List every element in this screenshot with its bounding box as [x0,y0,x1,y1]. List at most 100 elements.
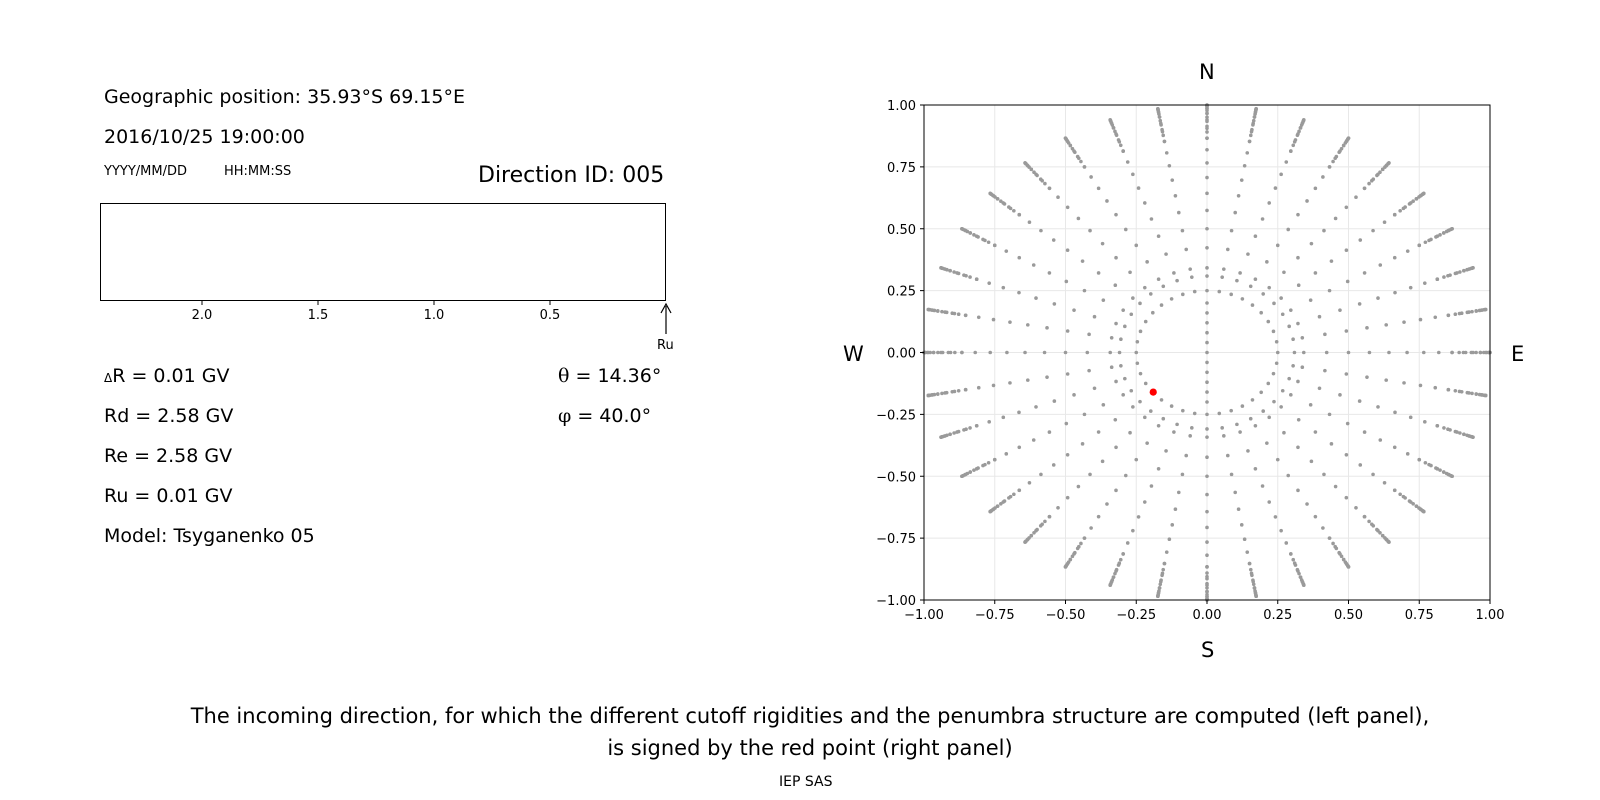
grid-point [956,312,961,317]
grid-point [1478,350,1483,355]
grid-point [1323,368,1327,373]
grid-point [1274,361,1279,366]
grid-point [1134,350,1139,355]
phi-value: φ = 40.0° [558,405,651,427]
grid-point [1344,495,1349,500]
grid-point [1378,170,1382,174]
grid-point [1205,111,1209,116]
grid-point [1248,416,1253,421]
grid-point [1291,363,1295,368]
grid-point [1080,259,1085,263]
grid-point [968,426,972,430]
grid-point [1459,389,1464,394]
grid-point [1300,336,1305,340]
grid-point [1222,267,1226,271]
y-tick-label: −0.50 [876,470,916,485]
grid-point [1291,143,1296,148]
grid-point [1393,410,1397,415]
time-format-label: HH:MM:SS [224,164,292,179]
compass-west: W [843,342,864,366]
grid-point [1362,271,1367,275]
grid-point [1131,405,1135,409]
grid-point [1205,565,1209,569]
grid-point [1034,296,1038,300]
grid-point [976,466,980,470]
grid-point [1017,255,1022,260]
grid-point [968,275,972,279]
grid-point [1248,284,1253,289]
grid-point [1172,271,1176,275]
grid-point [1082,412,1087,417]
grid-point [1188,267,1192,271]
grid-point [1271,371,1276,376]
grid-point [1169,404,1174,408]
grid-point [1403,496,1407,500]
grid-point [1205,321,1209,325]
grid-point [1450,226,1454,231]
grid-point [1233,210,1238,215]
grid-point [1100,459,1105,464]
datetime: 2016/10/25 19:00:00 [104,126,305,148]
grid-point [1217,289,1222,294]
x-tick-label: 0.25 [1263,608,1292,623]
grid-point [1291,557,1296,562]
grid-point [1296,379,1300,384]
grid-point [1251,578,1255,582]
grid-point [950,311,955,316]
grid-point [1421,509,1426,514]
grid-point [1266,319,1271,324]
grid-point [1338,308,1342,312]
grid-point [1205,589,1209,594]
grid-point [1346,350,1351,355]
grid-point [1345,279,1350,284]
grid-point [1462,268,1466,273]
grid-point [1414,197,1419,201]
grid-point [1477,392,1482,397]
grid-point [1245,151,1250,155]
grid-point [1238,271,1242,275]
grid-point [1333,484,1338,489]
grid-point [1047,430,1052,434]
grid-point [988,350,993,355]
grid-point [1205,288,1209,293]
grid-point [1246,449,1250,453]
grid-point [1250,127,1254,132]
grid-point [1045,326,1049,330]
grid-point [1371,177,1376,182]
grid-point [1273,515,1278,519]
grid-point [1275,457,1280,462]
grid-point [1038,523,1043,528]
grid-point [1017,445,1022,450]
grid-point [974,277,979,281]
grid-point [1076,216,1081,221]
grid-point [1321,175,1325,179]
grid-point [1080,442,1085,446]
grid-point [1217,411,1222,416]
ru-marker-label: Ru [657,338,674,353]
grid-point [1205,108,1209,113]
grid-point [1354,505,1358,510]
grid-point [1331,541,1335,546]
grid-point [1148,292,1153,296]
direction-id: Direction ID: 005 [478,163,665,188]
grid-point [1463,350,1468,355]
grid-point [1188,434,1192,438]
grid-point [995,504,1000,508]
grid-point [1433,385,1438,390]
grid-point [1205,380,1209,385]
compass-east: E [1511,342,1525,366]
grid-point [1267,201,1272,205]
grid-point [1068,557,1073,562]
grid-point [1245,550,1250,554]
grid-point [1167,163,1172,168]
grid-point [1238,430,1242,434]
grid-point [1101,403,1106,407]
grid-point [940,391,944,396]
grid-point [1239,523,1244,527]
grid-point [1457,350,1461,355]
grid-point [1089,526,1093,530]
grid-point [1032,170,1036,174]
grid-point [950,389,955,394]
grid-point [1331,159,1335,164]
grid-point [1156,277,1161,281]
